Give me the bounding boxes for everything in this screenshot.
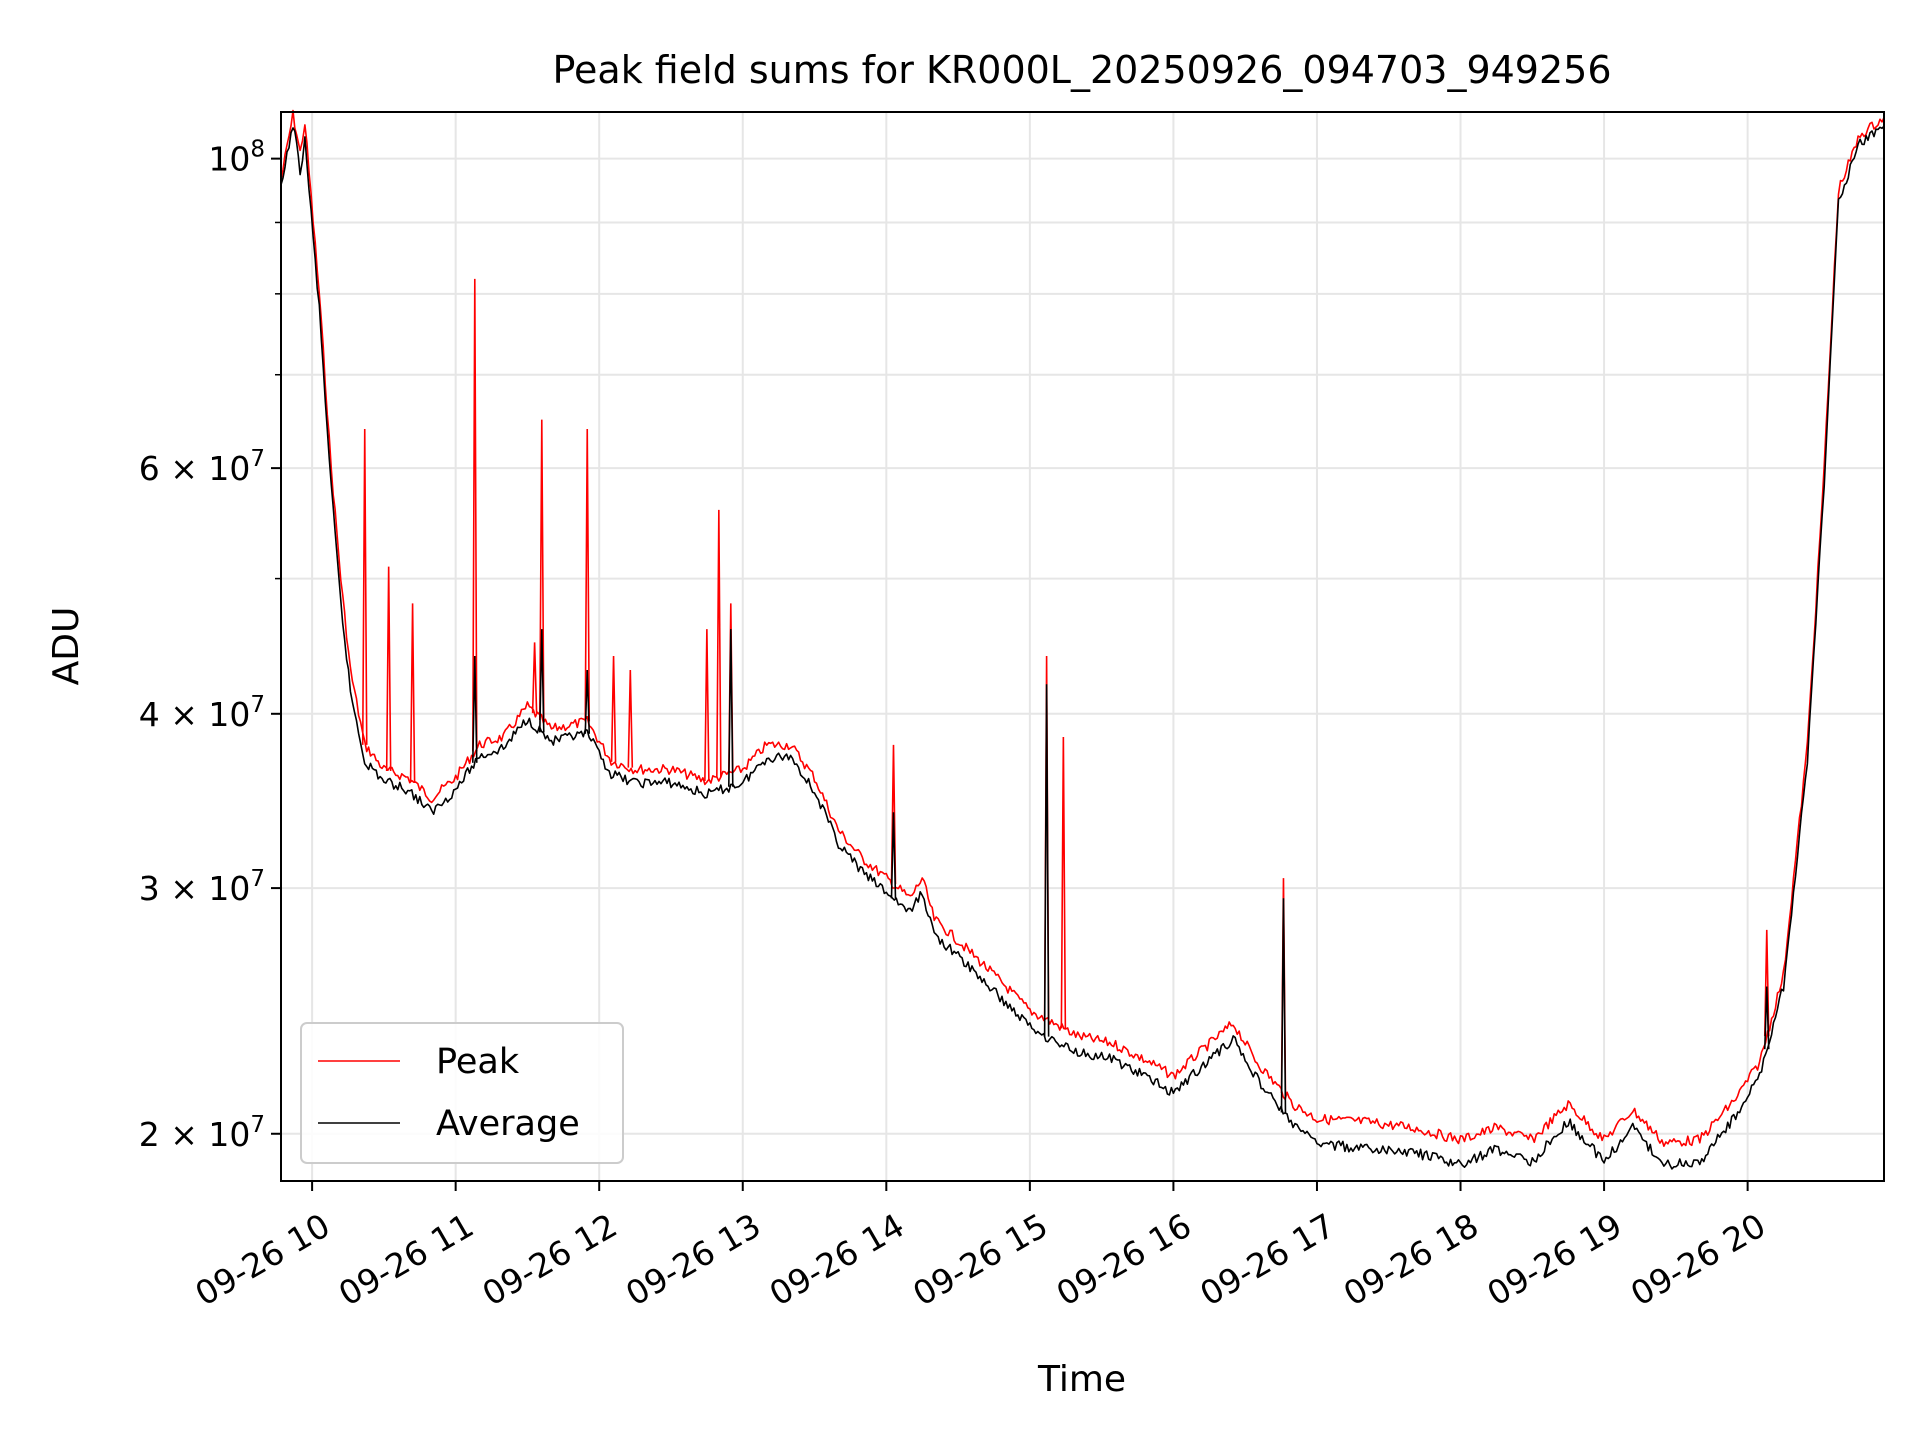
y-axis-label: ADU xyxy=(46,607,87,686)
y-tick-label: 4 × 107 xyxy=(139,692,265,734)
series-line-average xyxy=(280,125,1885,1170)
series-spike-peak xyxy=(584,429,591,722)
series-spike-average xyxy=(1043,684,1050,1037)
series-spike-average xyxy=(538,629,545,733)
series-spike-peak xyxy=(471,278,478,752)
series-spike-peak xyxy=(704,629,710,782)
y-tick-label: 108 xyxy=(208,137,265,179)
legend-label-average: Average xyxy=(436,1104,580,1144)
x-axis-label: Time xyxy=(1037,1359,1126,1400)
series-spike-peak xyxy=(1763,929,1770,1037)
series-spike-average xyxy=(1280,898,1287,1113)
series-spike-peak xyxy=(716,509,722,778)
series-spike-peak xyxy=(610,656,617,762)
series-line-peak xyxy=(280,109,1885,1147)
series-spike-peak xyxy=(1060,736,1067,1029)
series-layer xyxy=(280,109,1885,1170)
series-spike-peak xyxy=(627,669,634,768)
series-spike-average xyxy=(471,656,478,763)
y-tick-label: 2 × 107 xyxy=(139,1112,265,1154)
series-spike-peak xyxy=(531,642,538,714)
grid-lines xyxy=(281,112,1884,1181)
series-spike-average xyxy=(727,629,734,787)
series-spike-average xyxy=(1763,986,1770,1050)
legend-label-peak: Peak xyxy=(436,1042,520,1082)
plot-frame xyxy=(280,111,1885,1182)
series-spike-average xyxy=(890,812,897,899)
y-tick-label: 3 × 107 xyxy=(139,866,265,908)
y-tick-label: 6 × 107 xyxy=(139,446,265,488)
series-spike-peak xyxy=(385,566,392,771)
chart-title: Peak field sums for KR000L_20250926_0947… xyxy=(552,48,1611,92)
series-spike-average xyxy=(584,669,591,734)
series-average xyxy=(280,125,1885,1170)
y-axis: 2 × 107 3 × 107 4 × 107 6 × 107 108 xyxy=(139,137,281,1154)
legend-box xyxy=(300,1022,624,1164)
series-spike-peak xyxy=(361,429,368,745)
legend: Peak Average xyxy=(300,1022,624,1164)
series-spike-peak xyxy=(409,603,416,782)
series-spike-peak xyxy=(538,419,545,720)
